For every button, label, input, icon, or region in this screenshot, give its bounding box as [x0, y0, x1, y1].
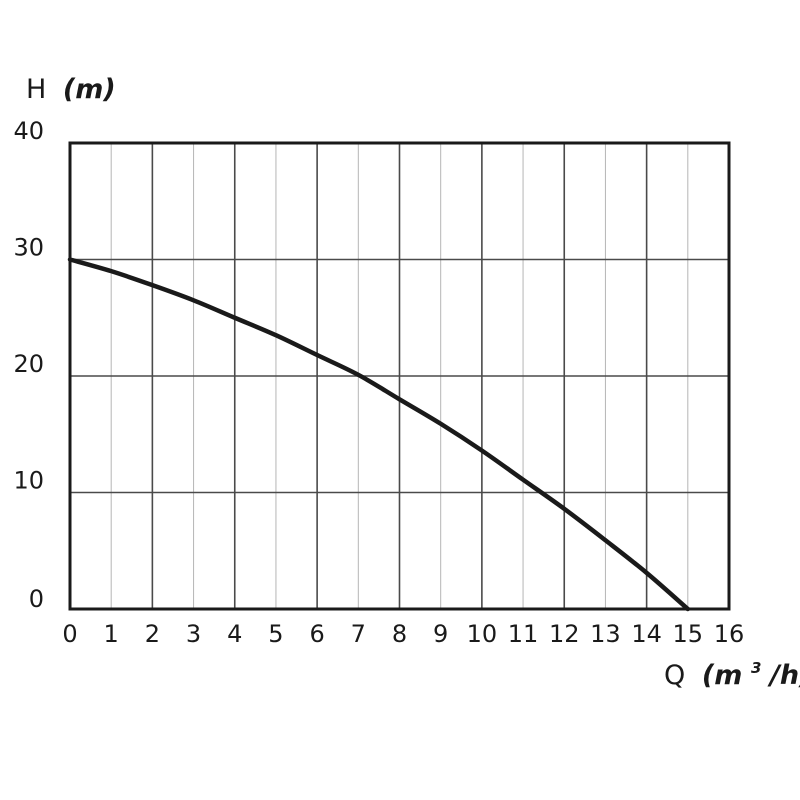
- y-tick-label: 30: [13, 234, 44, 262]
- y-tick-labels: 0 10 20 30 40: [13, 117, 44, 613]
- x-tick-label: 1: [104, 620, 119, 648]
- x-tick-label: 7: [351, 620, 366, 648]
- x-tick-label: 9: [433, 620, 448, 648]
- x-tick-label: 13: [590, 620, 621, 648]
- x-tick-label: 12: [549, 620, 580, 648]
- y-axis-symbol: H: [26, 74, 46, 105]
- x-axis-title: Q (m 3 /h): [664, 649, 800, 691]
- x-tick-label: 15: [673, 620, 704, 648]
- x-tick-label: 6: [309, 620, 324, 648]
- y-tick-label: 0: [29, 585, 44, 613]
- x-tick-label: 10: [467, 620, 498, 648]
- y-axis-unit: (m): [63, 74, 116, 105]
- plot-frame: [68, 141, 731, 611]
- y-tick-label: 10: [13, 467, 44, 495]
- x-tick-label: 2: [145, 620, 160, 648]
- x-axis-unit-close: /h): [767, 660, 800, 691]
- x-axis-unit-open: (m: [702, 660, 742, 691]
- x-tick-label: 5: [268, 620, 283, 648]
- y-tick-label: 20: [13, 350, 44, 378]
- grid-major-lines: [70, 143, 729, 609]
- x-axis-symbol: Q: [664, 660, 685, 691]
- x-tick-label: 4: [227, 620, 242, 648]
- series-layer: [67, 257, 691, 612]
- pump-curve-line-0: [67, 257, 691, 612]
- x-tick-label: 8: [392, 620, 407, 648]
- x-tick-label: 3: [186, 620, 201, 648]
- x-axis-unit-superscript: 3: [751, 659, 761, 677]
- y-tick-label: 40: [13, 117, 44, 145]
- y-axis-title: H (m): [26, 74, 116, 105]
- x-tick-label: 16: [714, 620, 745, 648]
- x-tick-label: 0: [62, 620, 77, 648]
- x-tick-labels: 0 1 2 3 4 5 6 7 8 9 10 11 12 13 14 15 16: [62, 620, 744, 648]
- x-tick-label: 11: [508, 620, 539, 648]
- x-tick-label: 14: [631, 620, 662, 648]
